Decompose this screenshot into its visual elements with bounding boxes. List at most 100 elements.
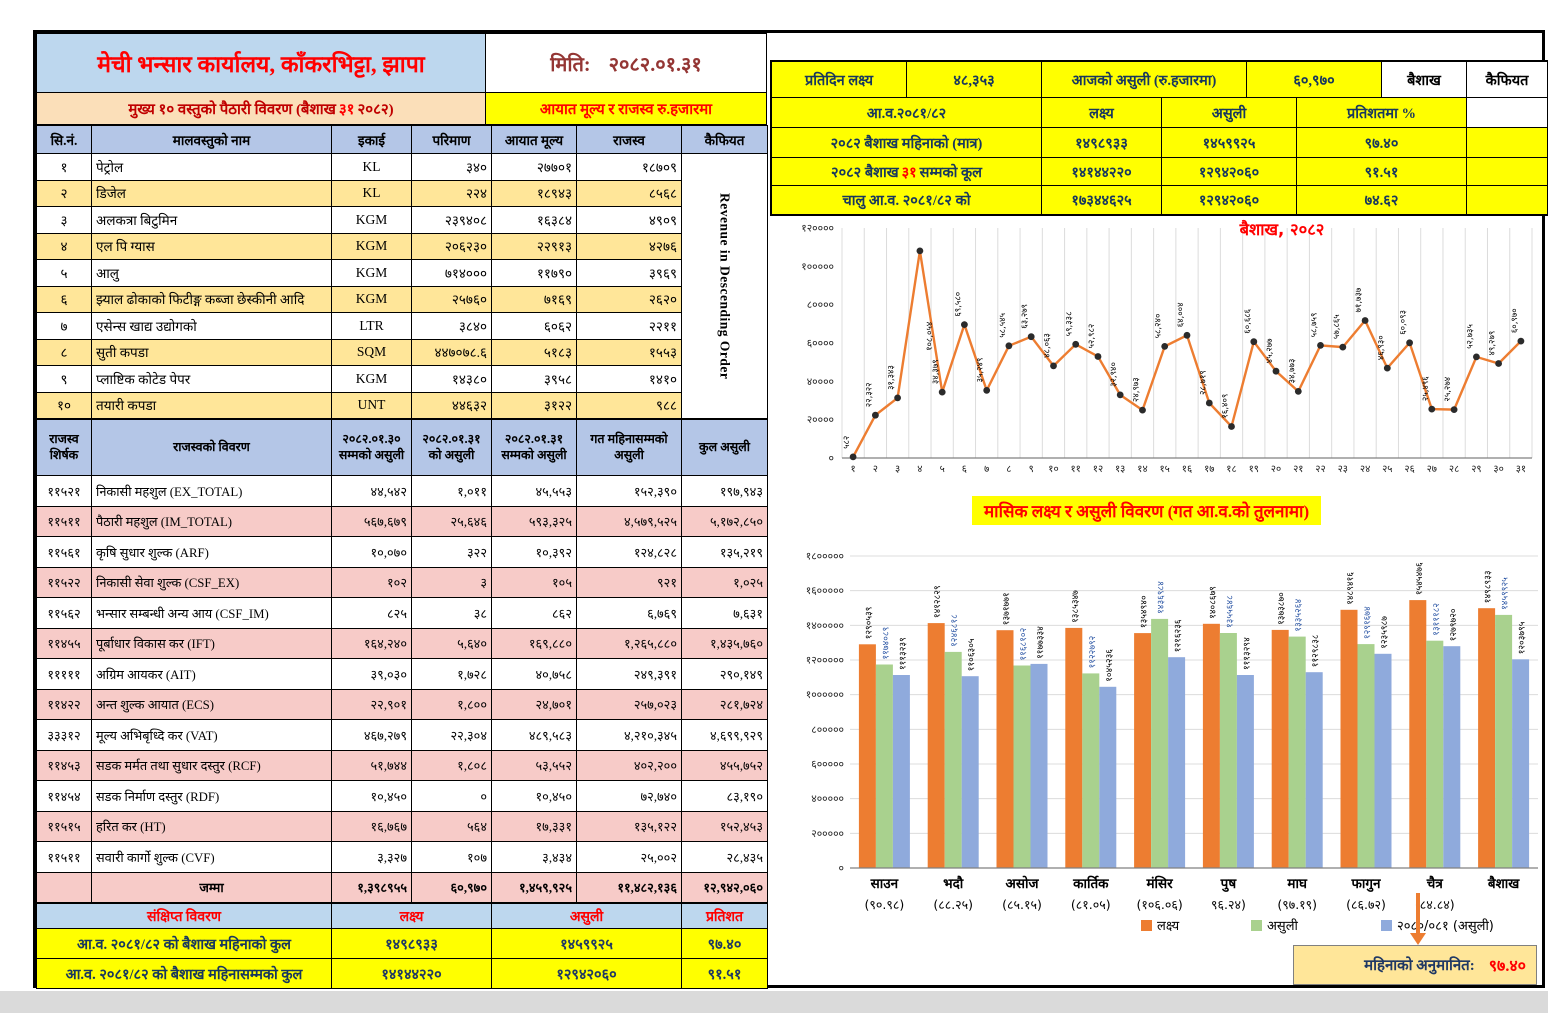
- bar-value-label: १३५४९४०: [1140, 595, 1150, 628]
- goods-unit: UNT: [331, 391, 412, 419]
- x-tick-label: २६: [1404, 464, 1414, 475]
- summary-value: १४९८९३३: [331, 928, 492, 959]
- revenue-amount: १०५: [491, 566, 577, 598]
- goods-revenue: २२११: [576, 312, 682, 340]
- revenue-amount: ४,२१०,३४५: [576, 719, 682, 751]
- data-point-label: ५८२: [842, 436, 852, 449]
- bar-value-label: ११२९८३८: [1311, 634, 1321, 667]
- revenue-code: ११५६२: [36, 597, 92, 629]
- goods-row: ७ एसेन्स खाद्य उद्योगको LTR ३८४० ६०६२ २२११: [36, 312, 768, 340]
- revenue-amount: १७,३३१: [491, 810, 577, 842]
- goods-row: १० तयारी कपडा UNT ४४६३२ ३१२२ ९८८: [36, 391, 768, 419]
- revenue-code: ११५११: [36, 505, 92, 537]
- revenue-amount: १३५,२१९: [681, 536, 768, 568]
- goods-revenue: १५५३: [576, 338, 682, 366]
- y-tick-label: १००००००: [806, 689, 844, 701]
- goods-sn: ९: [36, 365, 92, 393]
- data-point-label: २२,३२२: [864, 382, 874, 407]
- data-point-label: ४५,२७७: [1265, 338, 1275, 363]
- bar-२०८०/०८१ (असुली): [1236, 675, 1254, 868]
- revenue-code: ३३३१२: [36, 719, 92, 751]
- revenue-row: १११११ अग्रिम आयकर (AIT) ३९,०३० १,७२८ ४०,७५८ २…: [36, 658, 768, 690]
- data-point-label: ५८,७५९: [1310, 313, 1320, 338]
- revenue-title: हरित कर (HT): [91, 810, 332, 842]
- bar-value-label: १२३५९८७: [1380, 616, 1390, 649]
- goods-name: सुती कपडा: [91, 338, 332, 366]
- data-point-label: ६०,६८६: [1243, 308, 1253, 333]
- goods-import-value: ३१२२: [491, 391, 577, 419]
- revenue-row: ११५६१ कृषि सुधार शुल्क (ARF) १०,०७० ३२२ १०,३…: [36, 536, 768, 568]
- summary-row: आ.व. २०८१/८२ को बैशाख महिनाको कुल १४९८९३३…: [36, 928, 768, 959]
- data-point: [961, 321, 968, 328]
- data-point: [916, 247, 924, 255]
- summary-label: आ.व. २०८१/८२ को बैशाख महिनासम्मको कुल: [36, 958, 332, 989]
- col-target-label: लक्ष्य: [1042, 98, 1162, 128]
- revenue-amount: ४४,५४२: [331, 475, 412, 507]
- goods-sn: ५: [36, 259, 92, 287]
- total-amount: ६०,९७०: [411, 871, 492, 903]
- line-chart-svg: ०२००००४००००६००००८००००१०००००१२००००५८२१२२,…: [801, 219, 1533, 475]
- y-tick-label: ८००००: [807, 299, 834, 311]
- revenue-amount: ४६७,२७९: [331, 719, 412, 751]
- data-point-label: ५९,३३८: [1065, 311, 1075, 336]
- revenue-amount: ८३,१९०: [681, 780, 768, 812]
- bar-असुली: [1082, 673, 1100, 868]
- goods-import-value: १६३८४: [491, 206, 577, 234]
- bar-लक्ष्य: [996, 630, 1014, 868]
- data-point-label: ५२,९८२: [1087, 324, 1097, 349]
- goods-row: ५ आलु KGM ७१४००० ११७९० ३९६९: [36, 259, 768, 287]
- category-label: असोज: [1006, 875, 1040, 892]
- summary-col-header: लक्ष्य: [331, 903, 492, 929]
- bar-२०८०/०८१ (असुली): [892, 675, 910, 868]
- goods-qty: ३४०: [411, 153, 492, 181]
- goods-import-value: ६०६२: [491, 312, 577, 340]
- revenue-amount: ६,७६९: [576, 597, 682, 629]
- revenue-code: ११४२२: [36, 688, 92, 720]
- data-point-label: १६,४०९: [1221, 394, 1231, 419]
- bar-value-label: १११३२९४: [1242, 637, 1252, 670]
- goods-name: अलकत्रा बिटुमिन: [91, 206, 332, 234]
- revenue-col-header: कुल असुली: [681, 419, 768, 476]
- revenue-amount: २४९,३९१: [576, 658, 682, 690]
- bar-value-label: १२०३७९५: [1518, 621, 1528, 654]
- today-collection-label: आजको असुली (रु.हजारमा): [1042, 62, 1247, 98]
- revenue-row: ११४५५ पूर्बाधार विकास कर (IFT) १६४,२४० ५,६४…: [36, 627, 768, 659]
- legend-label: लक्ष्य: [1157, 919, 1180, 934]
- revenue-row: ११५६२ भन्सार सम्बन्धी अन्य आय (CSF_IM) ८२५…: [36, 597, 768, 629]
- y-tick-label: १४०००००: [806, 620, 844, 632]
- goods-qty: २२४: [411, 179, 492, 207]
- goods-row: १ पेट्रोल KL ३४० २७७०१ १८७०९ Revenue in Descen…: [36, 153, 768, 419]
- revenue-amount: ४,५७९,५२५: [576, 505, 682, 537]
- subtitle-post: २०८२): [357, 101, 394, 118]
- revenue-row: ११४२२ अन्त शुल्क आयात (ECS) २२,९०१ १,८०० २४,…: [36, 688, 768, 720]
- goods-unit: SQM: [331, 338, 412, 366]
- data-point: [1450, 406, 1458, 413]
- bar-२०८०/०८१ (असुली): [1443, 646, 1461, 868]
- revenue-amount: ७,६३१: [681, 597, 768, 629]
- fiscal-year-label: आ.व.२०८१/८२: [772, 98, 1042, 128]
- bar-लक्ष्य: [858, 644, 876, 868]
- category-label: चैत्र: [1426, 875, 1444, 892]
- bar-value-label: १४८९४१६: [1346, 572, 1356, 605]
- revenue-code: ११४५३: [36, 749, 92, 781]
- summary-col-header: संक्षिप्त विवरण: [36, 903, 332, 929]
- x-tick-label: १९: [1249, 464, 1259, 475]
- revenue-amount: ४,६९९,९२९: [681, 719, 768, 751]
- bar-value-label: १३७१७७१: [1002, 592, 1012, 625]
- x-tick-label: ३०: [1493, 464, 1503, 475]
- x-tick-label: २७: [1427, 464, 1437, 475]
- subtitle-day: ३१: [338, 101, 355, 118]
- goods-name: प्लाष्टिक कोटेड पेपर: [91, 365, 332, 393]
- revenue-title: पूर्बाधार विकास कर (IFT): [91, 627, 332, 659]
- goods-qty: २३९४०८: [411, 206, 492, 234]
- goods-unit: LTR: [331, 312, 412, 340]
- revenue-col-header: राजस्व शिर्षक: [36, 419, 92, 476]
- x-tick-label: २०: [1271, 464, 1281, 475]
- bar-value-label: १४१२८२९: [933, 585, 943, 618]
- legend-swatch: [1141, 920, 1152, 931]
- revenue-amount: ५,१७२,८५०: [681, 505, 768, 537]
- period-percent: ९७.४०: [1297, 128, 1467, 158]
- revenue-amount: १३५,१२२: [576, 810, 682, 842]
- summary-col-header: असुली: [491, 903, 682, 929]
